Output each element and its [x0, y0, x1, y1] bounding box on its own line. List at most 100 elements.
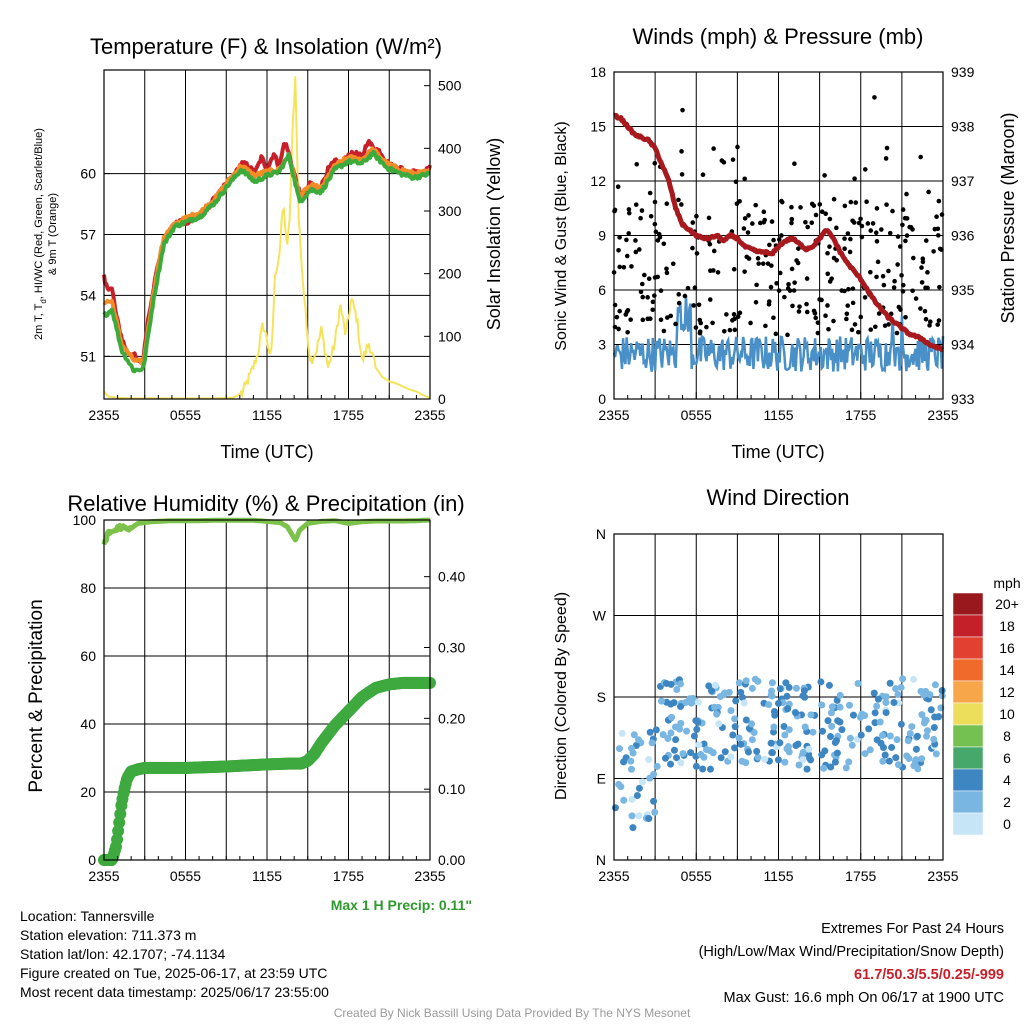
rh-y-tick-label: 100: [73, 512, 97, 528]
wind-direction-point: [881, 751, 889, 759]
wind-direction-point: [818, 751, 826, 759]
wind-gust-point: [803, 219, 808, 225]
wind-direction-point: [882, 709, 890, 717]
wind-gust-point: [652, 160, 658, 166]
wind-gust-point: [639, 208, 645, 213]
wind-gust-point: [673, 321, 678, 327]
wind-direction-point: [679, 750, 687, 758]
wind-direction-point: [781, 731, 789, 739]
winds-y-tick-label: 12: [590, 173, 606, 189]
recent-timestamp: Most recent data timestamp: 2025/06/17 2…: [20, 984, 329, 1000]
wind-direction-point: [711, 681, 719, 689]
direction-panel: Wind Direction 2355 0555 1155 1755 2355NESWN…: [553, 485, 1021, 884]
wind-direction-point: [652, 726, 660, 734]
speed-legend-label: 12: [999, 684, 1015, 700]
wind-gust-point: [936, 318, 942, 323]
wind-gust-point: [616, 326, 621, 332]
wind-direction-point: [729, 731, 737, 739]
wind-gust-point: [637, 247, 642, 252]
wind-direction-point: [873, 736, 881, 744]
wind-gust-point: [653, 229, 659, 235]
wind-gust-point: [834, 225, 839, 231]
speed-legend-swatch: [952, 658, 984, 682]
wind-gust-point: [884, 145, 890, 151]
wind-gust-point: [661, 328, 667, 334]
wind-gust-point: [661, 241, 667, 247]
wind-gust-point: [790, 303, 795, 309]
wind-direction-point: [827, 709, 835, 717]
wind-gust-point: [935, 322, 941, 327]
wind-direction-point: [627, 765, 635, 773]
wind-gust-point: [856, 220, 862, 226]
wind-gust-point: [895, 234, 901, 239]
rh-y-tick-label: 80: [80, 580, 96, 596]
wind-gust-point: [676, 292, 682, 297]
wind-direction-point: [737, 740, 745, 748]
temp-x-tick-label: 0555: [170, 407, 201, 423]
wind-direction-point: [817, 678, 825, 686]
extremes-info: Extremes For Past 24 Hours (High/Low/Max…: [699, 918, 1004, 1010]
rh-title: Relative Humidity (%) & Precipitation (i…: [67, 491, 464, 516]
wind-direction-point: [824, 717, 832, 725]
temp-x-label: Time (UTC): [220, 442, 313, 462]
wind-direction-point: [876, 718, 884, 726]
wind-direction-point: [765, 701, 773, 709]
wind-gust-point: [639, 281, 645, 287]
wind-direction-point: [899, 675, 907, 683]
wind-direction-point: [635, 784, 643, 792]
wind-direction-point: [871, 709, 879, 717]
rh-x-tick-label: 2355: [414, 868, 445, 884]
winds-y2-tick-label: 937: [951, 173, 975, 189]
wind-gust-point: [900, 222, 905, 228]
wind-gust-point: [682, 293, 688, 299]
wind-gust-point: [789, 216, 795, 222]
wind-direction-point: [931, 681, 939, 689]
wind-gust-point: [934, 214, 939, 220]
wind-direction-point: [668, 713, 676, 721]
direction-x-tick-label: 2355: [598, 868, 629, 884]
wind-gust-point: [789, 204, 794, 210]
wind-direction-point: [667, 680, 675, 688]
wind-direction-point: [809, 728, 817, 736]
wind-direction-point: [700, 753, 708, 761]
wind-gust-point: [884, 202, 889, 207]
wind-gust-point: [679, 149, 684, 154]
wind-direction-point: [753, 747, 761, 755]
wind-gust-point: [831, 318, 836, 324]
wind-gust-point: [745, 230, 751, 235]
wind-direction-point: [770, 728, 778, 736]
wind-gust-point: [931, 249, 936, 254]
wind-gust-point: [791, 288, 797, 293]
wind-gust-point: [621, 264, 627, 270]
wind-direction-point: [785, 683, 793, 691]
wind-gust-point: [652, 199, 658, 205]
speed-legend-swatch: [952, 746, 984, 770]
direction-title: Wind Direction: [706, 485, 849, 510]
wind-direction-point: [635, 736, 643, 744]
wind-direction-point: [827, 763, 835, 771]
speed-legend-swatch: [952, 592, 984, 616]
wind-gust-point: [652, 221, 658, 227]
wind-gust-point: [887, 230, 893, 236]
wind-gust-point: [664, 270, 670, 276]
wind-gust-point: [873, 324, 878, 330]
speed-legend-swatch: [952, 680, 984, 704]
wind-gust-point: [650, 307, 656, 313]
wind-gust-point: [680, 107, 685, 113]
wind-gust-point: [868, 327, 874, 332]
winds-y2-tick-label: 933: [951, 391, 975, 407]
wind-gust-point: [805, 224, 810, 230]
wind-direction-point: [870, 689, 878, 697]
direction-grid: [614, 533, 943, 861]
direction-x-tick-label: 1155: [763, 868, 793, 884]
wind-gust-point: [711, 146, 716, 151]
wind-direction-point: [903, 752, 911, 760]
wind-gust-point: [850, 300, 856, 306]
wind-direction-point: [742, 677, 750, 685]
wind-gust-point: [935, 226, 941, 232]
wind-gust-point: [779, 233, 784, 238]
wind-gust-point: [873, 230, 879, 235]
wind-gust-point: [900, 282, 906, 288]
wind-direction-point: [845, 758, 853, 766]
wind-direction-point: [918, 711, 926, 719]
